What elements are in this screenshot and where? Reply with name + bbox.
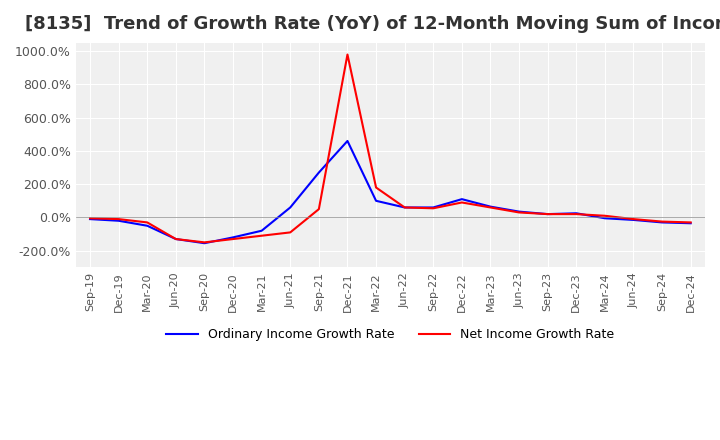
Title: [8135]  Trend of Growth Rate (YoY) of 12-Month Moving Sum of Incomes: [8135] Trend of Growth Rate (YoY) of 12-… xyxy=(24,15,720,33)
Ordinary Income Growth Rate xyxy=(257,228,266,233)
Ordinary Income Growth Rate xyxy=(572,211,580,216)
Net Income Growth Rate xyxy=(400,205,409,210)
Net Income Growth Rate xyxy=(600,213,609,218)
Net Income Growth Rate xyxy=(486,205,495,210)
Legend: Ordinary Income Growth Rate, Net Income Growth Rate: Ordinary Income Growth Rate, Net Income … xyxy=(161,323,619,346)
Ordinary Income Growth Rate xyxy=(686,220,695,226)
Net Income Growth Rate xyxy=(143,220,152,225)
Net Income Growth Rate xyxy=(515,210,523,215)
Net Income Growth Rate xyxy=(686,220,695,225)
Net Income Growth Rate xyxy=(343,52,352,57)
Net Income Growth Rate xyxy=(629,216,638,222)
Ordinary Income Growth Rate xyxy=(544,212,552,217)
Ordinary Income Growth Rate xyxy=(429,205,438,210)
Ordinary Income Growth Rate xyxy=(486,204,495,209)
Line: Ordinary Income Growth Rate: Ordinary Income Growth Rate xyxy=(90,141,690,243)
Ordinary Income Growth Rate xyxy=(286,205,294,210)
Net Income Growth Rate xyxy=(86,216,94,221)
Ordinary Income Growth Rate xyxy=(400,205,409,210)
Net Income Growth Rate xyxy=(200,240,209,245)
Ordinary Income Growth Rate xyxy=(143,223,152,228)
Ordinary Income Growth Rate xyxy=(457,197,466,202)
Ordinary Income Growth Rate xyxy=(114,218,123,224)
Ordinary Income Growth Rate xyxy=(229,235,238,240)
Ordinary Income Growth Rate xyxy=(600,216,609,221)
Ordinary Income Growth Rate xyxy=(343,138,352,143)
Line: Net Income Growth Rate: Net Income Growth Rate xyxy=(90,55,690,242)
Ordinary Income Growth Rate xyxy=(629,217,638,223)
Net Income Growth Rate xyxy=(372,185,380,190)
Ordinary Income Growth Rate xyxy=(658,220,667,225)
Net Income Growth Rate xyxy=(658,219,667,224)
Ordinary Income Growth Rate xyxy=(200,241,209,246)
Net Income Growth Rate xyxy=(171,236,180,242)
Ordinary Income Growth Rate xyxy=(315,170,323,175)
Ordinary Income Growth Rate xyxy=(372,198,380,203)
Ordinary Income Growth Rate xyxy=(171,236,180,242)
Ordinary Income Growth Rate xyxy=(86,216,94,222)
Net Income Growth Rate xyxy=(114,216,123,222)
Net Income Growth Rate xyxy=(572,212,580,217)
Net Income Growth Rate xyxy=(429,205,438,211)
Net Income Growth Rate xyxy=(457,200,466,205)
Ordinary Income Growth Rate xyxy=(515,209,523,214)
Net Income Growth Rate xyxy=(544,212,552,217)
Net Income Growth Rate xyxy=(315,206,323,212)
Net Income Growth Rate xyxy=(257,233,266,238)
Net Income Growth Rate xyxy=(286,230,294,235)
Net Income Growth Rate xyxy=(229,236,238,242)
